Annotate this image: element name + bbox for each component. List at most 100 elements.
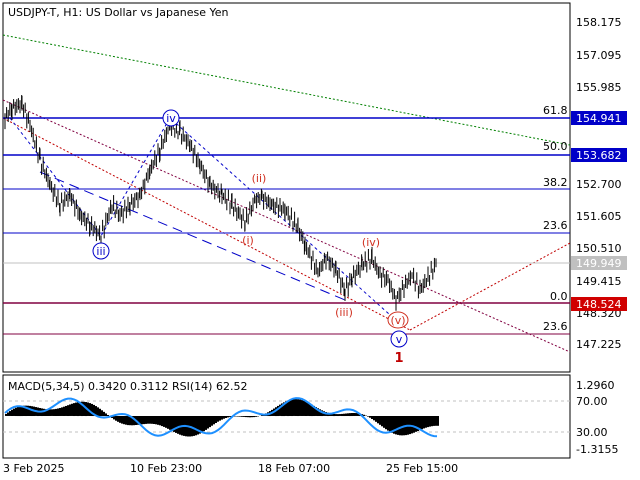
macd-bar xyxy=(305,401,307,417)
macd-bar xyxy=(73,403,75,417)
time-tick: 10 Feb 23:00 xyxy=(130,462,202,475)
macd-bar xyxy=(27,405,29,416)
macd-bar xyxy=(45,409,47,416)
price-tag-50: 153.682 xyxy=(571,148,627,162)
macd-bar xyxy=(253,416,255,418)
macd-bar xyxy=(295,399,297,416)
indicator-tick: 30.00 xyxy=(576,426,608,439)
price-tag-support: 148.524 xyxy=(571,297,627,311)
price-tick: 158.175 xyxy=(576,16,622,29)
macd-bar xyxy=(419,416,421,431)
macd-bar xyxy=(317,408,319,417)
current-price-tag: 149.949 xyxy=(571,256,627,270)
macd-bar xyxy=(307,402,309,416)
wave-path xyxy=(9,117,399,323)
chart-title: USDJPY-T, H1: US Dollar vs Japanese Yen xyxy=(8,6,229,19)
wave-label-iv-small: (iv) xyxy=(362,236,380,249)
macd-bar xyxy=(377,416,379,424)
macd-bar xyxy=(141,416,143,425)
macd-bar xyxy=(413,416,415,433)
macd-bar xyxy=(17,406,19,417)
macd-bar xyxy=(75,402,77,416)
macd-bar xyxy=(161,416,163,427)
macd-bar xyxy=(69,404,71,416)
macd-bar xyxy=(125,416,127,425)
macd-bar xyxy=(31,406,33,417)
blue-channel-line xyxy=(39,171,346,301)
macd-bar xyxy=(151,416,153,424)
macd-bar xyxy=(387,416,389,431)
macd-bar xyxy=(237,416,239,417)
svg-text:61.8: 61.8 xyxy=(543,104,568,117)
macd-bar xyxy=(247,416,249,418)
macd-bar xyxy=(179,416,181,435)
wave-label-ii: (ii) xyxy=(252,172,267,185)
price-tick: 151.605 xyxy=(576,210,622,223)
macd-bar xyxy=(301,400,303,416)
macd-bar xyxy=(65,405,67,416)
macd-bar xyxy=(349,413,351,417)
macd-bar xyxy=(319,409,321,417)
macd-bar xyxy=(399,416,401,436)
macd-bar xyxy=(373,416,375,421)
price-tick: 157.095 xyxy=(576,49,622,62)
wave-label-i: (i) xyxy=(242,234,254,247)
macd-bar xyxy=(191,416,193,437)
macd-bar xyxy=(83,401,85,416)
macd-bar xyxy=(229,416,231,417)
macd-bar xyxy=(57,408,59,416)
macd-bar xyxy=(251,416,253,418)
svg-text:148.524: 148.524 xyxy=(576,298,622,311)
price-tick: 150.510 xyxy=(576,242,622,255)
macd-bar xyxy=(95,406,97,416)
macd-bar xyxy=(197,416,199,435)
macd-bar xyxy=(339,414,341,416)
macd-bar xyxy=(241,416,243,417)
macd-bar xyxy=(13,408,15,416)
indicator-tick: -1.3155 xyxy=(576,443,618,456)
svg-text:(v): (v) xyxy=(390,314,405,327)
macd-bar xyxy=(383,416,385,428)
macd-bar xyxy=(127,416,129,426)
svg-text:0.0: 0.0 xyxy=(550,290,568,303)
macd-bar xyxy=(285,401,287,416)
price-series xyxy=(4,95,437,311)
macd-bar xyxy=(55,408,57,417)
macd-bar xyxy=(287,400,289,417)
macd-bar xyxy=(11,409,13,416)
macd-bar xyxy=(153,416,155,424)
macd-bar xyxy=(249,416,251,418)
wave-label-v-small: (v) xyxy=(387,311,409,329)
svg-text:154.941: 154.941 xyxy=(576,112,622,125)
macd-bar xyxy=(415,416,417,432)
macd-bar xyxy=(157,416,159,425)
macd-bar xyxy=(435,416,437,426)
macd-bar xyxy=(47,409,49,416)
fib-61-8-level: 61.8 xyxy=(3,104,570,119)
macd-bar xyxy=(427,416,429,428)
macd-bar xyxy=(211,416,213,426)
macd-bar xyxy=(293,399,295,416)
macd-bar xyxy=(291,399,293,417)
macd-bar xyxy=(421,416,423,430)
macd-bar xyxy=(123,416,125,425)
macd-bar xyxy=(423,416,425,429)
macd-bar xyxy=(355,413,357,416)
macd-bar xyxy=(281,403,283,417)
svg-text:23.6: 23.6 xyxy=(543,219,568,232)
macd-bar xyxy=(213,416,215,425)
macd-bar xyxy=(51,409,53,416)
macd-bar xyxy=(333,413,335,417)
indicator-title: MACD(5,34,5) 0.3420 0.3112 RSI(14) 62.52 xyxy=(8,380,247,393)
macd-bar xyxy=(335,414,337,416)
macd-bar xyxy=(223,416,225,419)
svg-text:38.2: 38.2 xyxy=(543,176,568,189)
macd-bar xyxy=(167,416,169,429)
macd-bar xyxy=(129,416,131,426)
macd-bar xyxy=(139,416,141,425)
macd-bar xyxy=(97,407,99,416)
macd-bar xyxy=(255,416,257,417)
indicator-tick: 1.2960 xyxy=(576,379,615,392)
